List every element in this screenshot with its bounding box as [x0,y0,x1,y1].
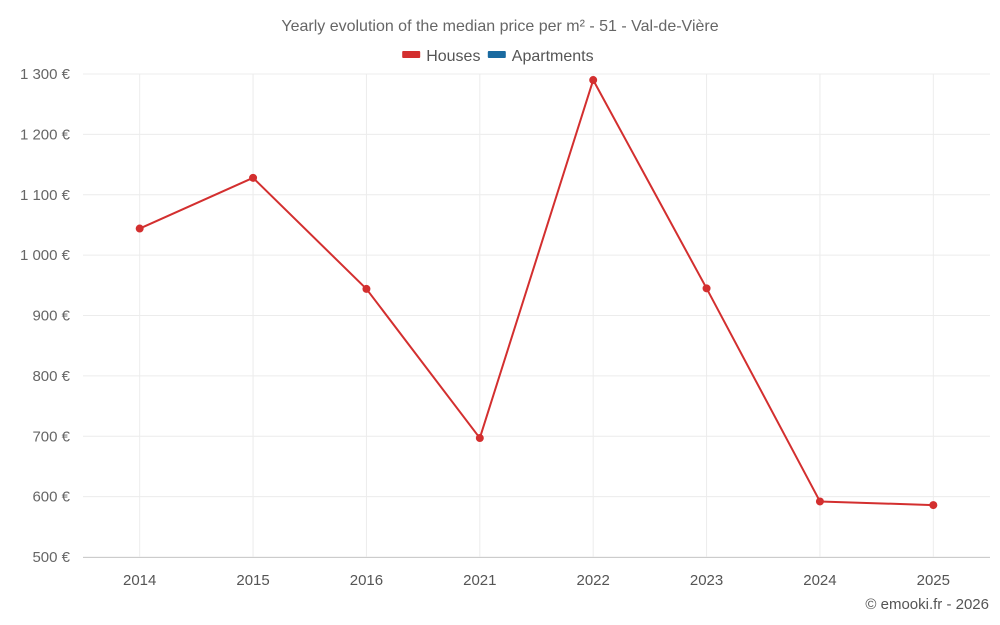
y-tick-label: 1 100 € [20,187,71,204]
legend-label: Houses [426,48,480,65]
y-tick-label: 700 € [32,428,70,445]
x-tick-label: 2021 [463,572,496,589]
data-point-houses[interactable] [249,173,258,182]
legend-swatch [402,51,421,58]
y-tick-label: 1 000 € [20,247,71,264]
data-point-houses[interactable] [702,284,711,293]
x-tick-label: 2015 [236,572,269,589]
x-tick-label: 2025 [917,572,950,589]
x-gridlines [139,74,934,557]
y-tick-label: 900 € [32,308,70,325]
x-tick-label: 2014 [123,572,156,589]
data-point-houses[interactable] [929,501,938,510]
y-axis-ticks: 500 € 600 € 700 € 800 € 900 € 1 000 € 1 100 € 1… [20,66,71,566]
x-axis-ticks: 2014 2015 2016 2021 2022 2023 2024 2025 [123,572,950,589]
legend-label: Apartments [512,48,594,65]
x-tick-label: 2016 [350,572,383,589]
y-tick-label: 1 200 € [20,126,71,143]
y-tick-label: 600 € [32,489,70,506]
x-tick-label: 2022 [577,572,610,589]
legend: Houses Apartments [402,48,594,65]
x-tick-label: 2023 [690,572,723,589]
chart-title: Yearly evolution of the median price per… [281,18,718,35]
data-point-houses[interactable] [589,76,598,85]
y-tick-label: 800 € [32,368,70,385]
legend-item-apartments[interactable]: Apartments [487,48,594,65]
y-tick-label: 500 € [32,549,70,566]
legend-item-houses[interactable]: Houses [402,48,480,65]
series-line-houses [139,79,934,507]
x-tick-label: 2024 [803,572,836,589]
y-gridlines [83,73,990,558]
y-tick-label: 1 300 € [20,66,71,83]
legend-swatch [487,51,506,58]
series-layer [135,76,938,510]
data-point-houses[interactable] [135,224,144,233]
credit-text: © emooki.fr - 2026 [865,596,989,613]
data-point-houses[interactable] [475,434,484,443]
data-point-houses[interactable] [362,284,371,293]
data-point-houses[interactable] [815,497,824,506]
